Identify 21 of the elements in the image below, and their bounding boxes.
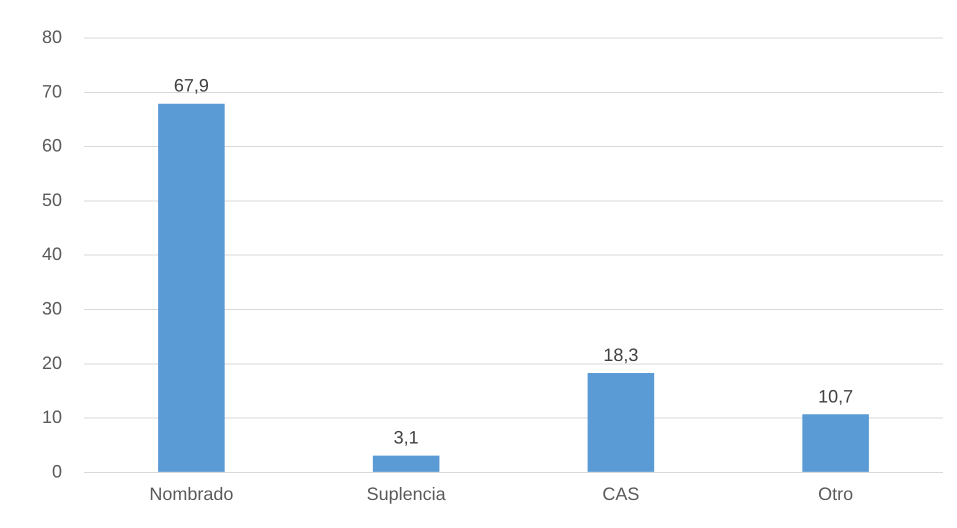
bar <box>802 414 869 472</box>
y-tick-label: 30 <box>42 298 62 318</box>
data-label: 67,9 <box>174 76 209 96</box>
bar <box>372 456 440 472</box>
y-tick-label: 50 <box>42 190 62 210</box>
data-label: 18,3 <box>603 345 638 365</box>
y-tick-label: 40 <box>42 244 62 264</box>
x-tick-label: CAS <box>602 484 640 504</box>
x-tick-label: Otro <box>818 484 854 504</box>
data-label: 10,7 <box>818 386 854 406</box>
y-tick-label: 0 <box>52 461 62 482</box>
x-tick-label: Suplencia <box>366 484 447 504</box>
x-tick-label: Nombrado <box>149 484 234 504</box>
y-tick-label: 80 <box>42 26 62 47</box>
bar <box>588 373 654 472</box>
data-label: 3,1 <box>394 428 419 448</box>
y-tick-label: 60 <box>42 136 62 156</box>
y-tick-label: 70 <box>42 81 62 102</box>
bar <box>158 104 225 472</box>
y-tick-label: 20 <box>42 352 62 373</box>
y-tick-label: 10 <box>42 407 62 428</box>
